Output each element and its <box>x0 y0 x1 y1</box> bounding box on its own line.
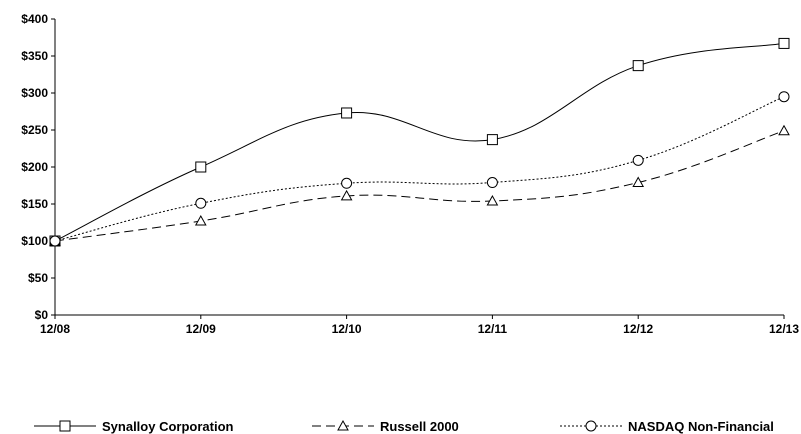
series-layer <box>49 37 790 247</box>
legend-circle-marker <box>585 420 597 432</box>
data-point-circle-marker <box>49 235 61 247</box>
data-point-square-marker <box>778 37 790 49</box>
data-point-triangle-marker <box>486 195 499 206</box>
x-tick-label: 12/11 <box>478 322 508 336</box>
legend-item: NASDAQ Non-Financial <box>560 419 774 434</box>
series-synalloy-corporation <box>49 37 790 247</box>
legend-item: Russell 2000 <box>312 419 459 434</box>
data-point-triangle-marker <box>778 124 790 136</box>
x-tick-label: 12/13 <box>769 322 799 336</box>
y-tick-label: $350 <box>21 49 48 63</box>
data-point-circle-marker <box>632 154 644 166</box>
x-tick-label: 12/09 <box>186 322 216 336</box>
series-line <box>54 42 785 242</box>
legend-label: Russell 2000 <box>380 419 459 434</box>
data-point-circle-marker <box>341 177 353 189</box>
data-point-square-marker <box>341 107 353 119</box>
data-point-square-marker <box>195 161 207 173</box>
y-tick-label: $50 <box>28 271 48 285</box>
data-point-triangle-marker <box>632 176 645 188</box>
data-point-triangle-marker <box>194 214 207 226</box>
series-line <box>54 96 785 242</box>
y-tick-label: $200 <box>21 160 48 174</box>
y-tick-label: $250 <box>21 123 48 137</box>
legend-label: Synalloy Corporation <box>102 419 234 434</box>
y-tick-label: $300 <box>21 86 48 100</box>
legend-triangle-marker <box>337 419 349 431</box>
x-tick-label: 12/08 <box>40 322 70 336</box>
x-tick-label: 12/10 <box>332 322 362 336</box>
data-point-square-marker <box>632 60 644 72</box>
series-line <box>54 130 785 242</box>
x-tick-label: 12/12 <box>623 322 653 336</box>
data-point-square-marker <box>486 134 498 146</box>
legend: Synalloy Corporation Russell 2000 NASDAQ N… <box>34 419 774 434</box>
y-tick-label: $400 <box>21 12 48 26</box>
legend-item: Synalloy Corporation <box>34 419 234 434</box>
legend-label: NASDAQ Non-Financial <box>628 419 774 434</box>
y-tick-label: $0 <box>35 308 49 322</box>
y-tick-label: $150 <box>21 197 48 211</box>
data-point-circle-marker <box>486 177 498 189</box>
legend-square-marker <box>59 420 71 432</box>
data-point-circle-marker <box>778 91 790 103</box>
data-point-triangle-marker <box>340 189 353 201</box>
series-nasdaq-non-financial <box>49 91 790 247</box>
y-tick-label: $100 <box>21 234 48 248</box>
axes: $0 $50 $100 $150 $200 $250 $300 $350 $400 12/08 12… <box>21 12 799 336</box>
data-point-circle-marker <box>195 197 207 209</box>
